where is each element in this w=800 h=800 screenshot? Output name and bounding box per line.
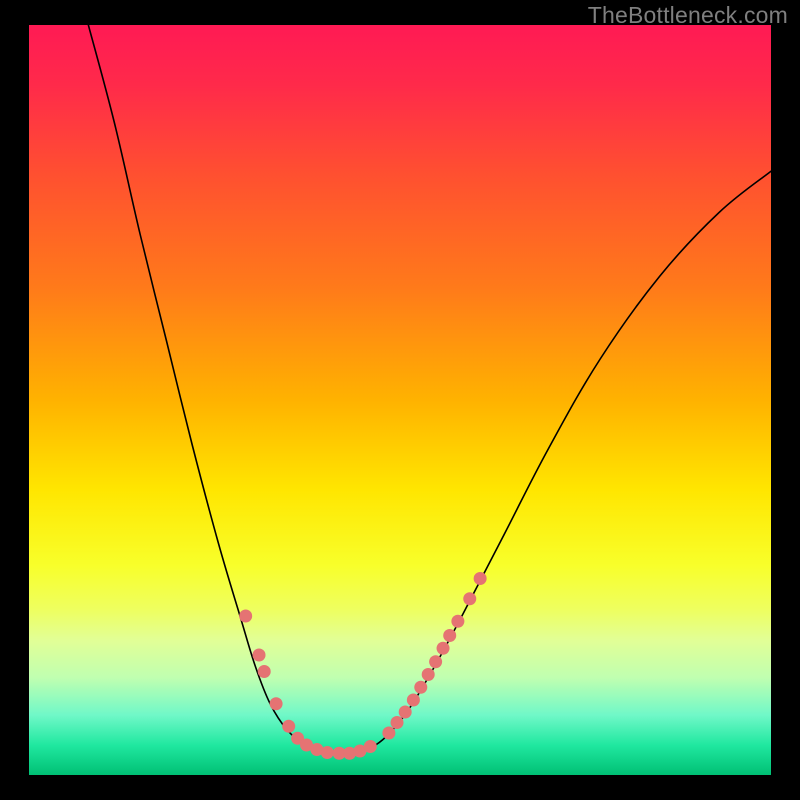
data-dot: [414, 681, 427, 694]
gradient-background: [29, 25, 771, 775]
data-dot: [399, 706, 412, 719]
data-dot: [429, 655, 442, 668]
data-dot: [364, 740, 377, 753]
data-dot: [463, 592, 476, 605]
plot-svg: [29, 25, 771, 775]
data-dot: [443, 629, 456, 642]
data-dot: [282, 720, 295, 733]
data-dot: [321, 746, 334, 759]
data-dot: [407, 694, 420, 707]
watermark-text: TheBottleneck.com: [588, 2, 788, 29]
data-dot: [422, 668, 435, 681]
data-dot: [239, 610, 252, 623]
data-dot: [474, 572, 487, 585]
data-dot: [258, 665, 271, 678]
data-dot: [451, 615, 464, 628]
data-dot: [270, 697, 283, 710]
data-dot: [437, 642, 450, 655]
data-dot: [391, 716, 404, 729]
plot-area: [29, 25, 771, 775]
chart-root: TheBottleneck.com: [0, 0, 800, 800]
data-dot: [382, 727, 395, 740]
data-dot: [253, 649, 266, 662]
